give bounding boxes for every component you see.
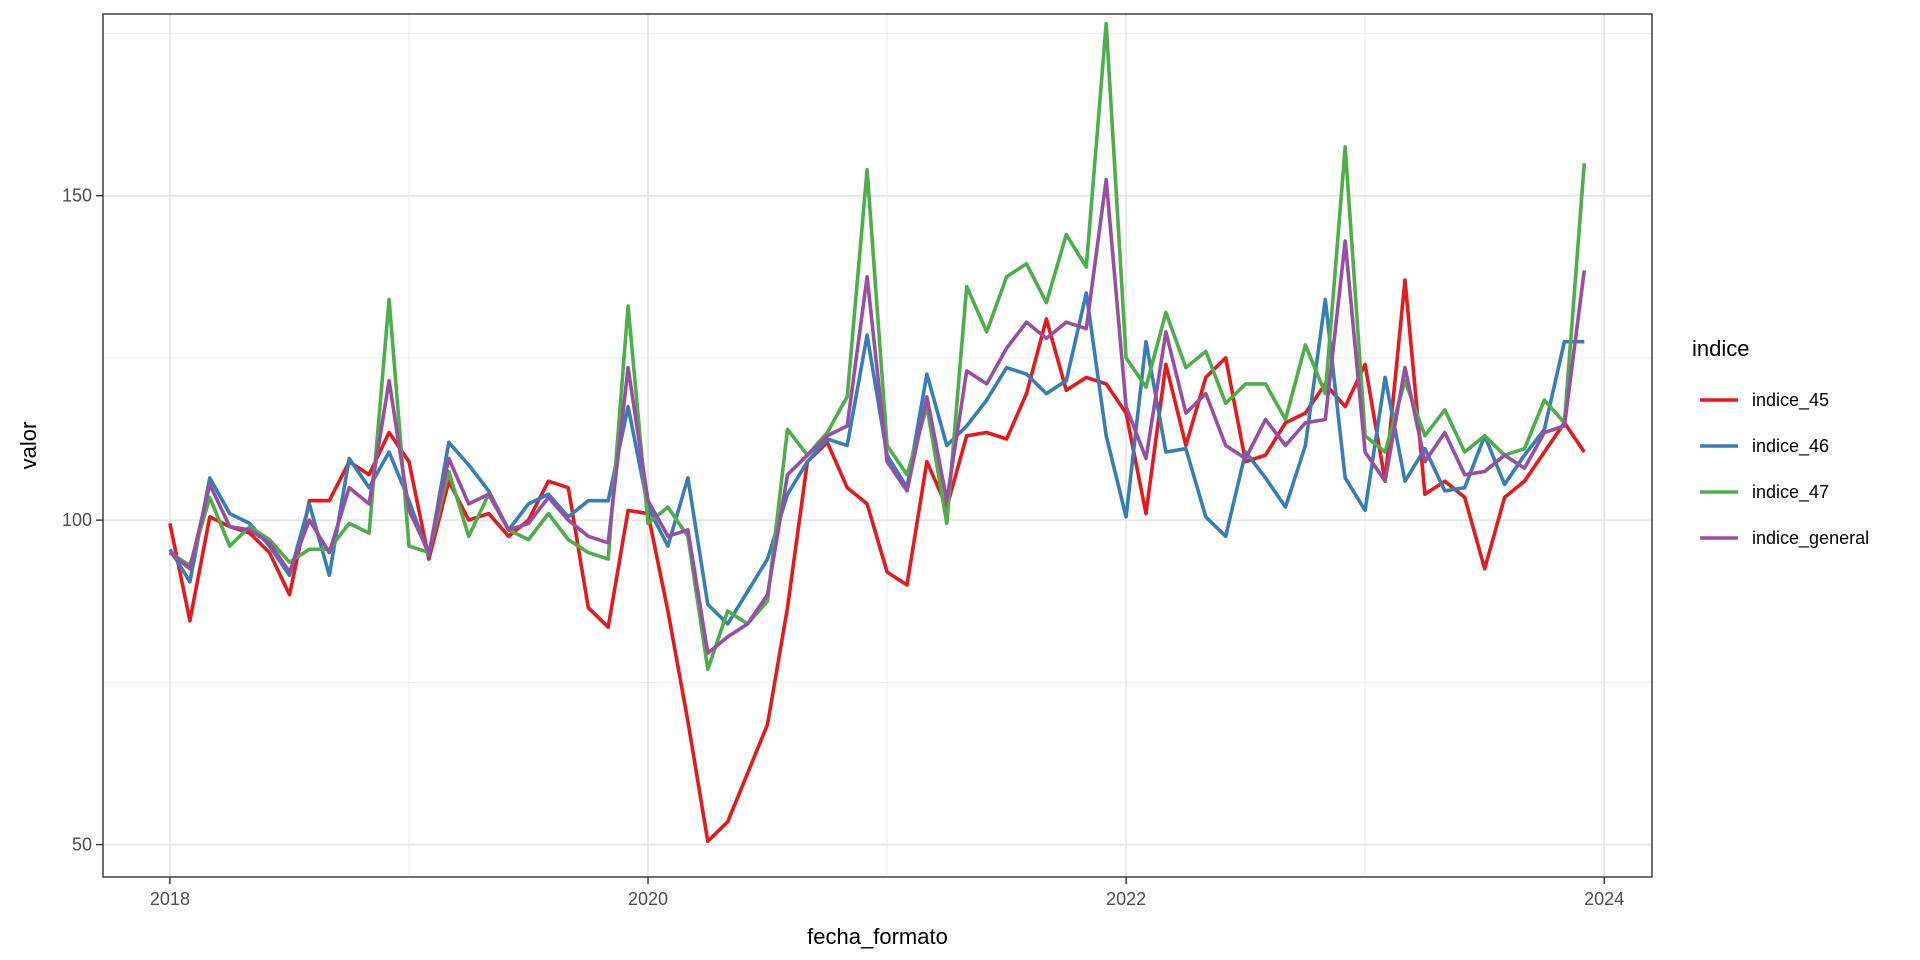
axis-ticks: 2018 2020 2022 2024 50 100 150 (62, 186, 1624, 909)
x-tick-label: 2020 (628, 889, 668, 909)
series-line-indice-46 (168, 291, 1585, 626)
legend-title: indice (1692, 336, 1749, 361)
legend-label: indice_45 (1752, 390, 1829, 411)
x-tick-label: 2018 (150, 889, 190, 909)
legend-label: indice_46 (1752, 436, 1829, 457)
legend-label: indice_47 (1752, 482, 1829, 503)
y-tick-label: 50 (72, 835, 92, 855)
y-axis-title: valor (16, 422, 41, 470)
x-tick-label: 2022 (1106, 889, 1146, 909)
legend-label: indice_general (1752, 528, 1869, 549)
series-lines (168, 21, 1587, 844)
y-tick-label: 100 (62, 510, 92, 530)
plot-panel-border (102, 13, 1653, 878)
y-tick-label: 150 (62, 186, 92, 206)
x-axis-title: fecha_formato (807, 924, 948, 949)
series-line-indice-47 (168, 21, 1587, 672)
series-line-indice-general (168, 177, 1587, 655)
series-line-indice-45 (168, 278, 1586, 844)
x-tick-label: 2024 (1584, 889, 1624, 909)
legend: indice indice_45 indice_46 indice_47indice… (1692, 336, 1869, 549)
